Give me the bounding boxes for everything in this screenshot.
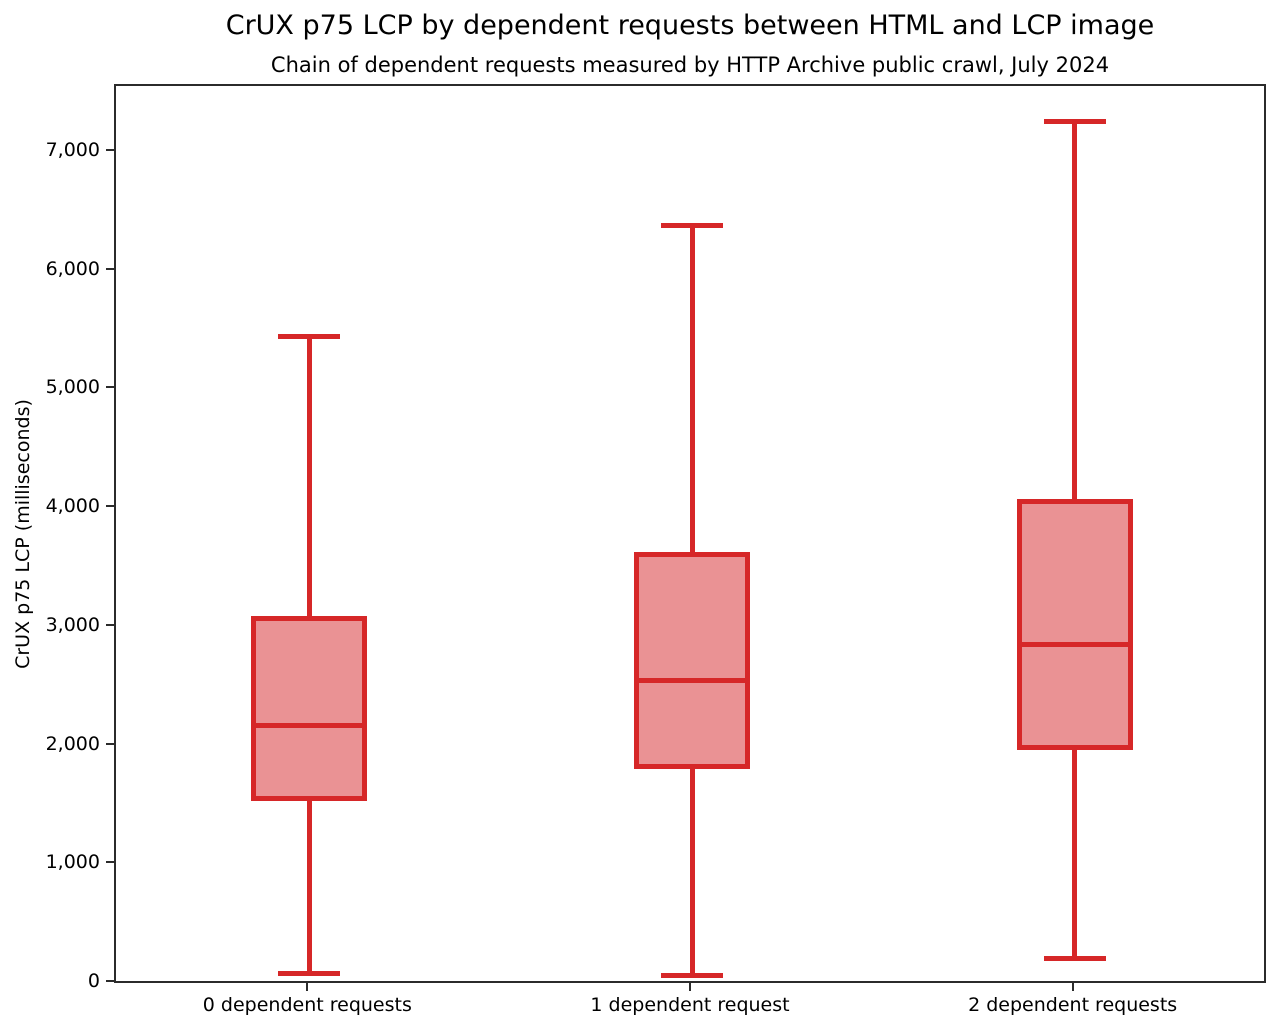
whisker-upper-line [1072, 121, 1078, 499]
y-tick-mark [106, 267, 114, 270]
x-tick-mark [306, 983, 309, 991]
y-tick-label: 7,000 [45, 139, 100, 162]
median-line [1016, 642, 1133, 648]
y-tick-mark [106, 505, 114, 508]
y-tick-label: 1,000 [45, 851, 100, 874]
iqr-box [634, 552, 750, 770]
whisker-lower-cap [1043, 955, 1106, 961]
chart-title: CrUX p75 LCP by dependent requests betwe… [225, 10, 1155, 41]
y-tick-label: 4,000 [45, 495, 100, 518]
whisker-upper-line [306, 336, 312, 617]
whisker-lower-line [306, 801, 312, 974]
chart-subtitle: Chain of dependent requests measured by … [270, 53, 1110, 77]
x-tick-label: 1 dependent request [590, 994, 790, 1016]
x-tick-label: 0 dependent requests [202, 994, 412, 1016]
y-tick-label: 6,000 [45, 257, 100, 280]
x-tick-label: 2 dependent requests [968, 994, 1178, 1016]
x-tick-mark [689, 983, 691, 991]
y-tick-label: 5,000 [45, 376, 100, 399]
whisker-upper-cap [278, 333, 341, 339]
whisker-lower-line [1072, 750, 1078, 959]
y-tick-mark [106, 861, 114, 864]
median-line [251, 722, 368, 728]
whisker-lower-line [689, 769, 695, 976]
y-tick-label: 3,000 [45, 613, 100, 636]
y-tick-mark [106, 623, 114, 626]
whisker-upper-cap [1043, 118, 1106, 124]
whisker-upper-line [689, 225, 695, 553]
whisker-lower-cap [278, 971, 341, 976]
iqr-box [251, 616, 368, 802]
whisker-upper-cap [661, 223, 723, 229]
y-tick-label: 0 [87, 970, 100, 992]
whisker-lower-cap [661, 972, 723, 978]
y-tick-label: 2,000 [45, 732, 100, 755]
iqr-box [1016, 498, 1133, 751]
y-tick-mark [106, 386, 114, 389]
y-tick-mark [106, 742, 114, 745]
x-tick-mark [1071, 983, 1074, 991]
y-tick-mark [106, 980, 114, 982]
plot-area [114, 84, 1266, 983]
median-line [634, 677, 750, 683]
y-tick-mark [106, 149, 114, 152]
